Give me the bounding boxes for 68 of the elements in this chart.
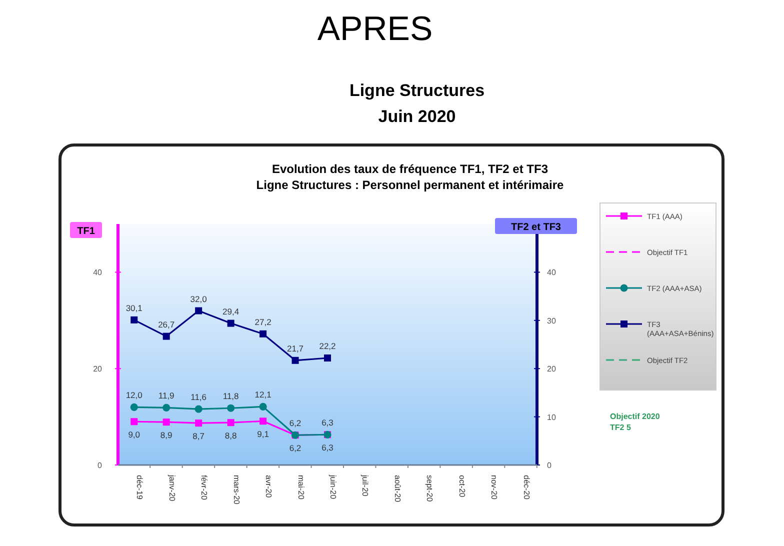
point bbox=[227, 419, 234, 426]
x-tick-label: déc-20 bbox=[522, 475, 531, 500]
x-tick-label: déc-19 bbox=[135, 475, 144, 500]
data-label: 26,7 bbox=[158, 319, 175, 330]
x-tick-label: oct-20 bbox=[457, 475, 466, 498]
point bbox=[292, 356, 299, 364]
data-label: 8,9 bbox=[160, 430, 173, 440]
point bbox=[130, 316, 138, 324]
data-label: 22,2 bbox=[319, 340, 336, 351]
point bbox=[260, 418, 267, 425]
data-label: 9,0 bbox=[128, 430, 140, 440]
y-tick-label: 40 bbox=[93, 268, 103, 278]
data-label: 6,3 bbox=[322, 442, 334, 453]
chart-subtitle: Ligne Structures : Personnel permanent et intérimaire bbox=[256, 178, 564, 192]
x-tick-label: févr-20 bbox=[200, 475, 209, 500]
text: APRES bbox=[317, 10, 433, 48]
text: Juin 2020 bbox=[378, 107, 456, 126]
x-tick-label: juin-20 bbox=[328, 474, 338, 500]
data-label: 12,1 bbox=[254, 390, 272, 400]
x-tick-label: mai-20 bbox=[296, 475, 306, 500]
point bbox=[130, 418, 138, 426]
y-tick-label: 0 bbox=[98, 461, 103, 470]
chart-title: Evolution des taux de fréquence TF1, TF2 et TF3 bbox=[272, 162, 548, 176]
point bbox=[162, 404, 170, 412]
point bbox=[227, 404, 235, 412]
text: TF2 5 bbox=[610, 423, 632, 432]
text: Ligne Structures bbox=[349, 81, 485, 100]
data-label: 12,0 bbox=[126, 390, 143, 400]
data-label: 8,8 bbox=[224, 430, 237, 441]
y-tick-label: 20 bbox=[93, 364, 103, 374]
point bbox=[195, 420, 202, 427]
x-tick-label: avr-20 bbox=[264, 475, 274, 498]
text: Objectif 2020 bbox=[610, 412, 660, 421]
x-tick-label: sept-20 bbox=[425, 475, 434, 502]
point bbox=[324, 354, 331, 362]
x-tick-label: août-20 bbox=[392, 475, 402, 503]
data-label: 6,2 bbox=[289, 418, 302, 428]
point bbox=[259, 402, 267, 410]
point bbox=[162, 332, 170, 340]
x-tick-label: janv-20 bbox=[167, 474, 176, 502]
point bbox=[227, 320, 234, 327]
x-tick-label: mars-20 bbox=[232, 475, 241, 505]
y2-axis-title: TF2 et TF3 bbox=[510, 222, 562, 233]
y2-tick-label: 40 bbox=[547, 268, 556, 278]
x-tick-label: juil-20 bbox=[360, 474, 370, 497]
point bbox=[194, 405, 202, 413]
data-label: 32,0 bbox=[190, 294, 208, 304]
y-axis-title: TF1 bbox=[77, 226, 96, 237]
point bbox=[162, 418, 170, 426]
point bbox=[130, 403, 138, 411]
data-label: 11,9 bbox=[158, 390, 175, 401]
data-label: 21,7 bbox=[286, 343, 304, 354]
data-label: 30,1 bbox=[126, 302, 143, 313]
x-tick-label: nov-20 bbox=[490, 475, 499, 500]
y2-tick-label: 0 bbox=[547, 461, 552, 470]
data-label: 6,3 bbox=[322, 418, 334, 428]
data-label: 11,6 bbox=[190, 392, 207, 402]
point bbox=[260, 330, 267, 338]
point bbox=[195, 307, 202, 314]
y2-tick-label: 30 bbox=[547, 316, 556, 326]
data-label: 11,8 bbox=[222, 391, 240, 402]
data-label: 6,2 bbox=[289, 443, 302, 454]
data-label: 9,1 bbox=[257, 429, 270, 440]
data-label: 27,2 bbox=[254, 316, 272, 327]
data-label: 29,4 bbox=[222, 306, 240, 316]
y2-tick-label: 10 bbox=[547, 412, 556, 422]
y2-tick-label: 20 bbox=[547, 364, 556, 374]
data-label: 8,7 bbox=[192, 431, 205, 442]
